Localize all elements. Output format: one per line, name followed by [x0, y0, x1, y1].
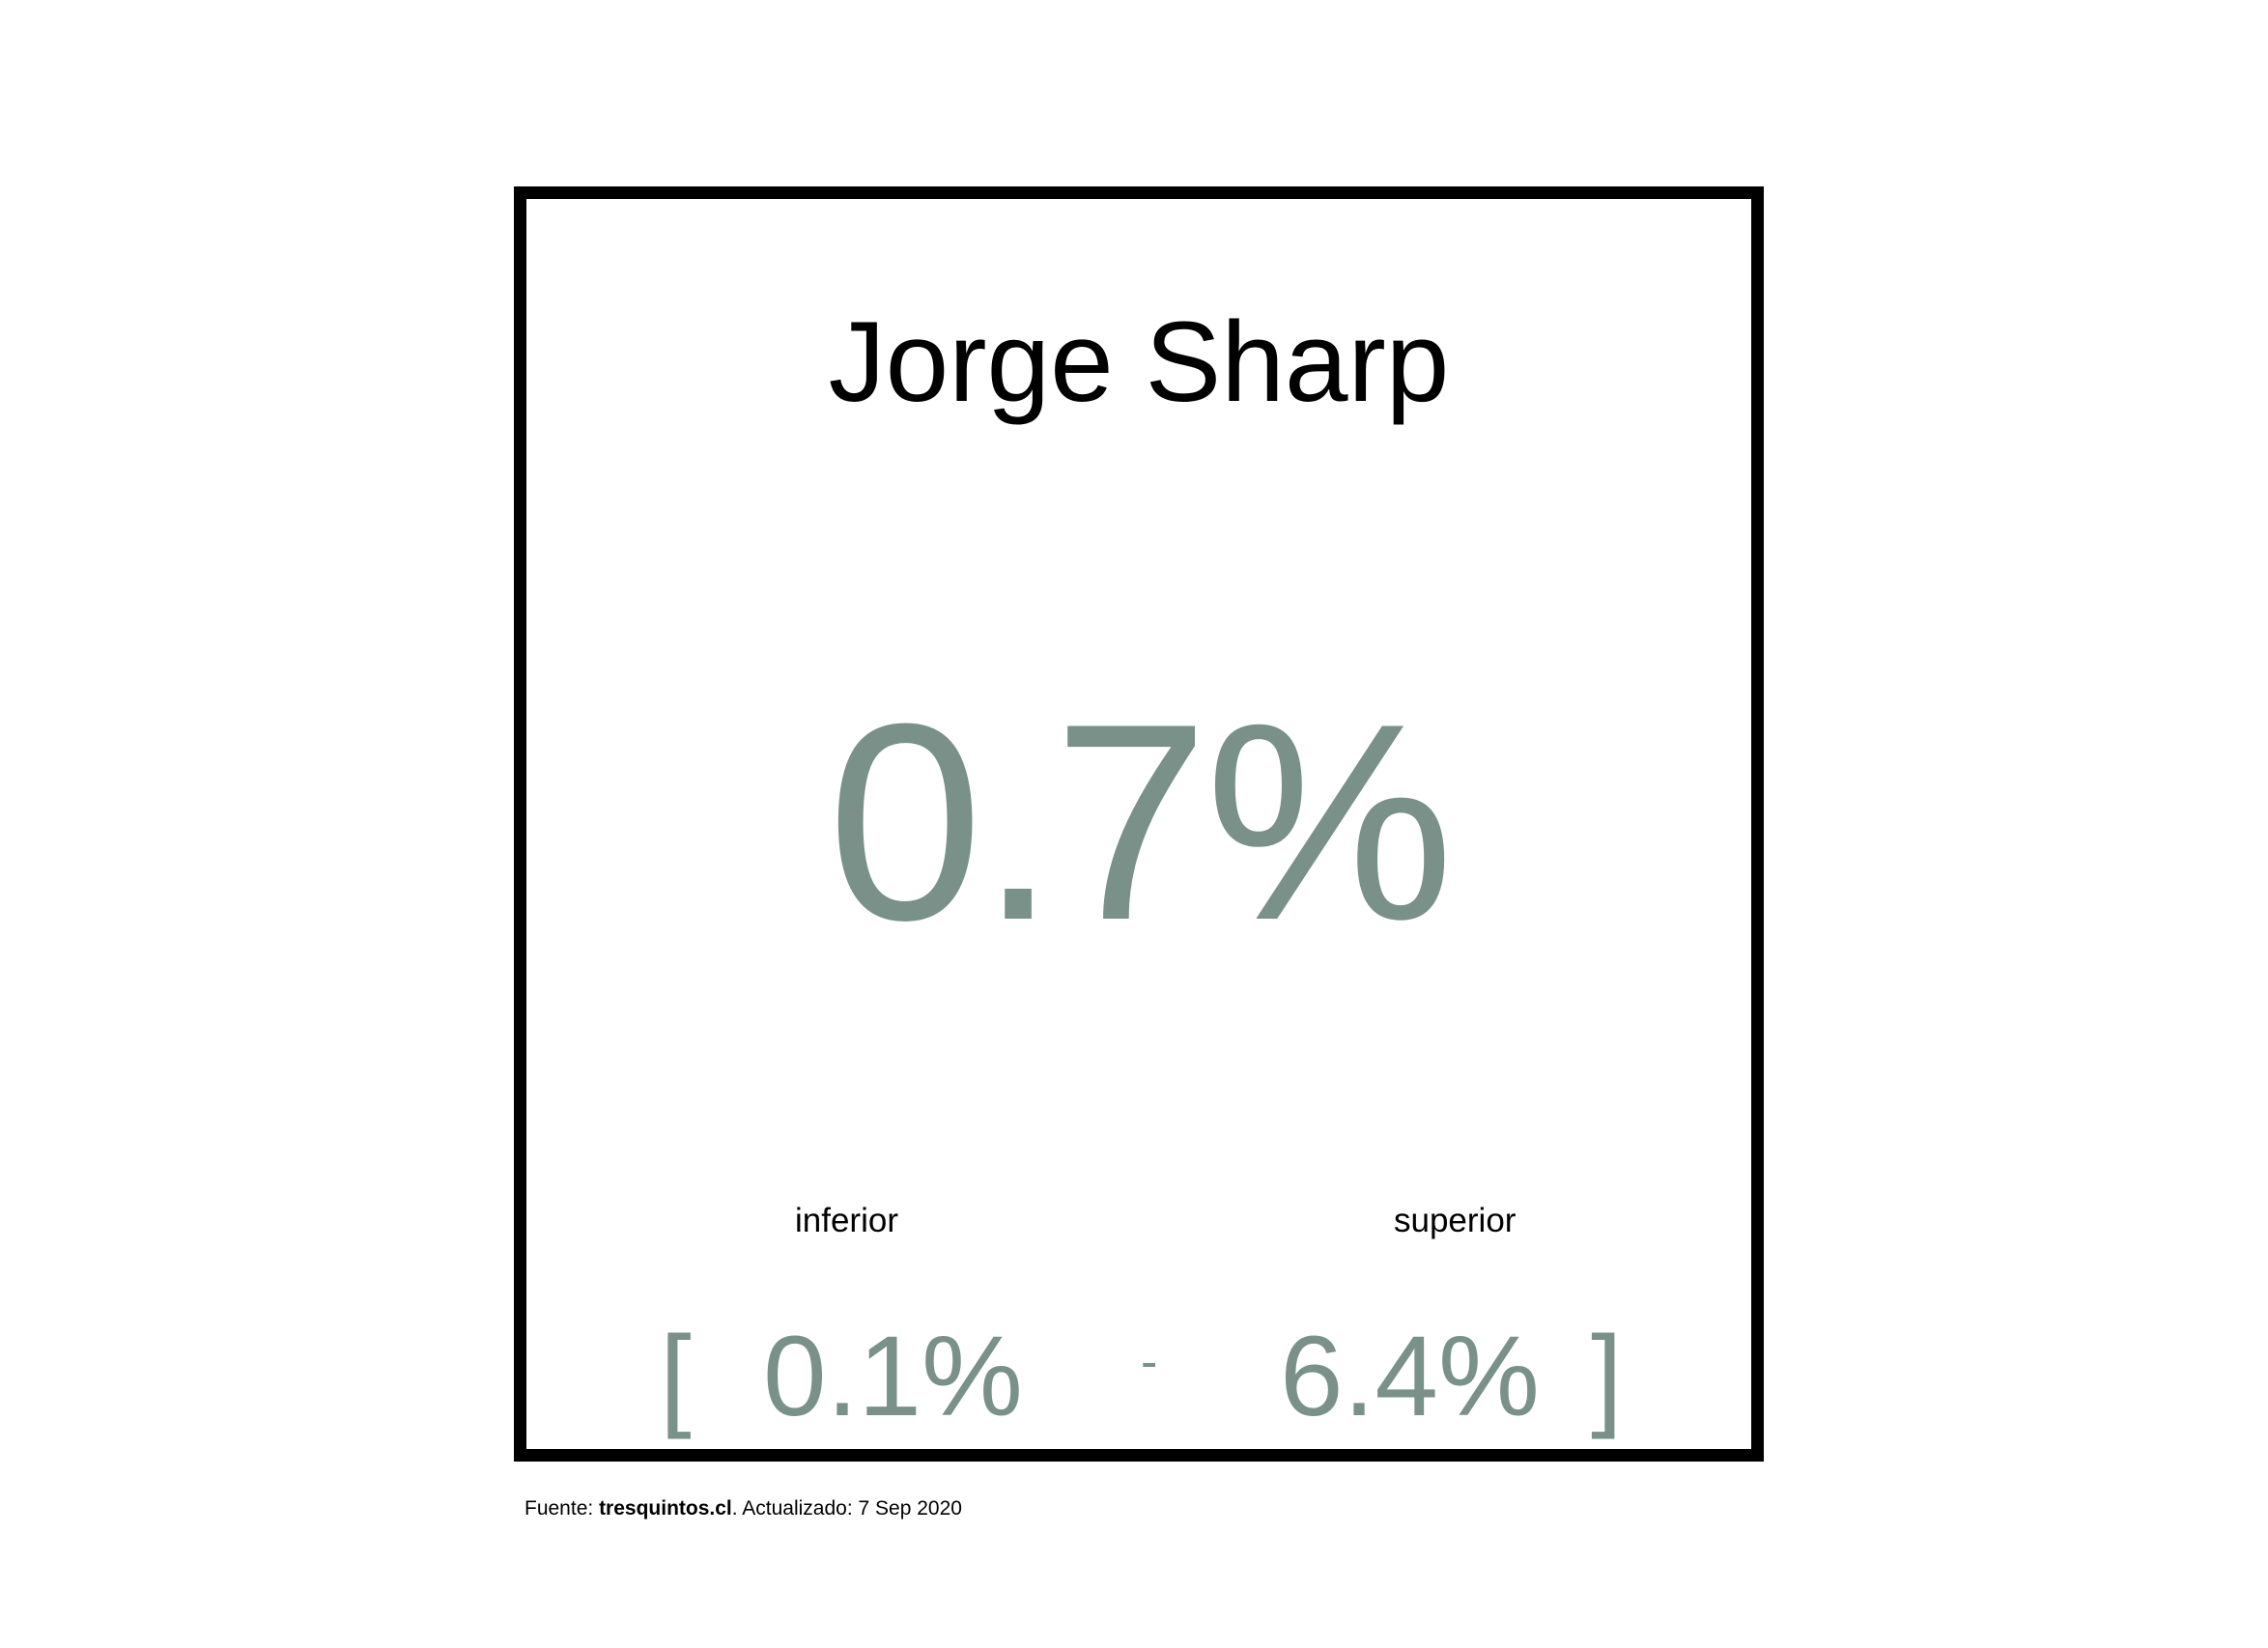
upper-bound-value: 6.4%	[1280, 1313, 1540, 1440]
range-separator: -	[1141, 1334, 1158, 1390]
lower-bound-value: 0.1%	[763, 1313, 1023, 1440]
range-open-bracket: [	[660, 1313, 692, 1440]
candidate-name: Jorge Sharp	[828, 298, 1450, 426]
footer-prefix: Fuente:	[524, 1497, 600, 1520]
estimate-card: Jorge Sharp 0.7% inferior superior [ 0.1…	[514, 186, 1764, 1462]
upper-bound-label: superior	[1394, 1202, 1517, 1239]
footer-updated: . Actualizado: 7 Sep 2020	[731, 1497, 962, 1520]
estimate-value: 0.7%	[827, 666, 1455, 979]
range-close-bracket: ]	[1591, 1313, 1623, 1440]
lower-bound-label: inferior	[795, 1202, 898, 1239]
source-footer: Fuente: tresquintos.cl. Actualizado: 7 S…	[524, 1498, 962, 1519]
footer-source-link: tresquintos.cl	[599, 1497, 732, 1520]
